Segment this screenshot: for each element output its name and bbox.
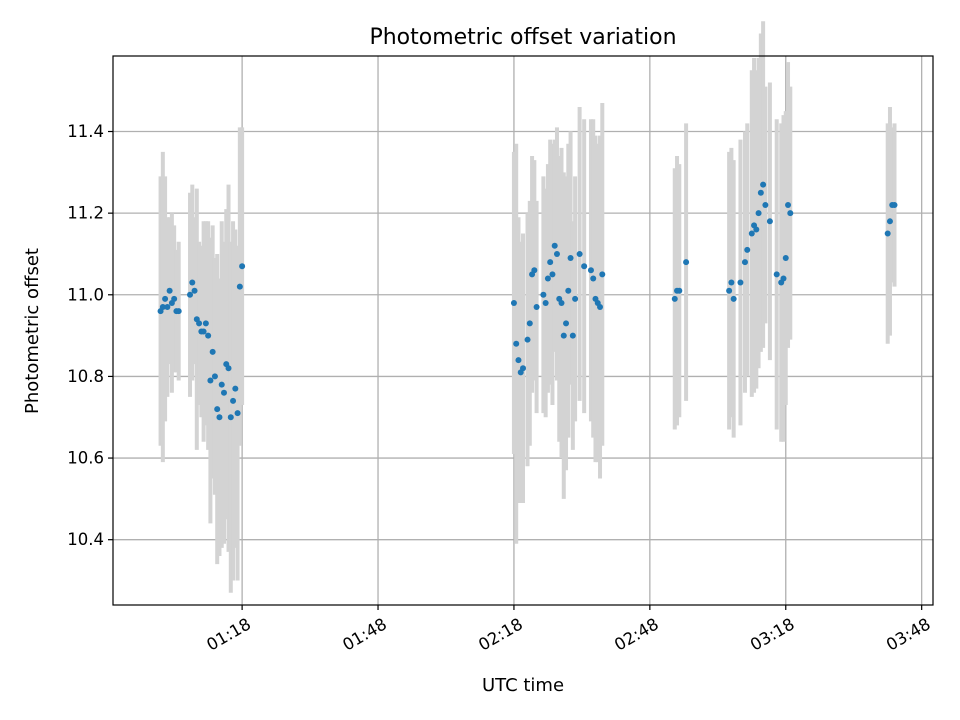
data-point: [513, 340, 520, 347]
data-point: [884, 230, 891, 237]
data-point: [558, 299, 565, 306]
data-point: [220, 389, 227, 396]
data-point: [762, 201, 769, 208]
y-axis-label: Photometric offset: [22, 248, 43, 414]
data-point: [683, 259, 690, 266]
y-tick-label: 11.2: [67, 204, 104, 223]
y-tick-label: 11.0: [67, 285, 104, 304]
data-point: [741, 259, 748, 266]
data-point: [726, 287, 733, 294]
data-point: [239, 263, 246, 270]
y-tick-label: 10.6: [67, 449, 104, 468]
data-point: [162, 295, 169, 302]
data-point: [780, 275, 787, 282]
data-point: [766, 218, 773, 225]
data-point: [549, 271, 556, 278]
data-point: [728, 279, 735, 286]
data-point: [227, 414, 234, 421]
data-point: [526, 320, 533, 327]
data-point: [225, 365, 232, 372]
data-point: [200, 328, 207, 335]
data-point: [553, 250, 560, 257]
data-point: [159, 304, 166, 311]
data-point: [171, 295, 178, 302]
data-point: [891, 201, 898, 208]
data-point: [737, 279, 744, 286]
data-point: [785, 201, 792, 208]
x-tick-label: 03:18: [747, 614, 798, 654]
data-point: [202, 320, 209, 327]
data-point: [175, 308, 182, 315]
data-point: [166, 287, 173, 294]
y-tick-label: 11.4: [67, 122, 104, 141]
data-point: [753, 226, 760, 233]
data-point: [576, 250, 583, 257]
data-point: [531, 267, 538, 274]
data-point: [214, 406, 221, 413]
y-tick-label: 10.8: [67, 367, 104, 386]
data-point: [547, 259, 554, 266]
data-point: [572, 295, 579, 302]
data-point: [207, 377, 214, 384]
data-point: [599, 271, 606, 278]
data-point: [236, 283, 243, 290]
x-tick-label: 02:18: [475, 614, 526, 654]
data-point: [191, 287, 198, 294]
data-point: [540, 291, 547, 298]
data-points: [157, 181, 898, 421]
data-point: [230, 397, 237, 404]
data-point: [232, 385, 239, 392]
data-point: [533, 304, 540, 311]
data-point: [544, 275, 551, 282]
data-point: [563, 320, 570, 327]
chart-title: Photometric offset variation: [369, 25, 676, 50]
error-bars: [158, 21, 897, 593]
data-point: [565, 287, 572, 294]
data-point: [542, 299, 549, 306]
data-point: [234, 410, 241, 417]
data-point: [587, 267, 594, 274]
data-point: [760, 181, 767, 188]
data-point: [590, 275, 597, 282]
data-point: [520, 365, 526, 372]
x-tick-label: 01:48: [339, 614, 390, 654]
plot-area-frame: [112, 55, 934, 606]
data-point: [211, 373, 218, 380]
data-point: [730, 295, 737, 302]
data-point: [676, 287, 683, 294]
data-point: [196, 320, 203, 327]
data-point: [218, 381, 225, 388]
data-point: [164, 304, 171, 311]
data-point: [748, 230, 755, 237]
data-point: [671, 295, 678, 302]
data-point: [510, 299, 517, 306]
data-point: [189, 279, 196, 286]
data-point: [886, 218, 893, 225]
x-axis-label: UTC time: [482, 675, 564, 696]
data-point: [560, 332, 567, 339]
data-point: [782, 255, 789, 262]
data-point: [569, 332, 576, 339]
data-point: [209, 348, 216, 355]
data-point: [773, 271, 780, 278]
data-point: [551, 242, 558, 249]
data-point: [581, 263, 588, 270]
data-point: [755, 210, 762, 217]
data-point: [567, 255, 574, 262]
data-point: [744, 246, 751, 253]
data-point: [216, 414, 223, 421]
x-tick-label: 01:18: [203, 614, 254, 654]
data-point: [524, 336, 531, 343]
x-tick-label: 02:48: [611, 614, 662, 654]
data-point: [205, 332, 212, 339]
data-point: [187, 291, 194, 298]
data-point: [515, 357, 522, 364]
data-point: [597, 304, 604, 311]
x-tick-label: 03:48: [883, 614, 934, 654]
data-point: [787, 210, 794, 217]
data-point: [757, 189, 764, 196]
y-tick-label: 10.4: [67, 530, 104, 549]
